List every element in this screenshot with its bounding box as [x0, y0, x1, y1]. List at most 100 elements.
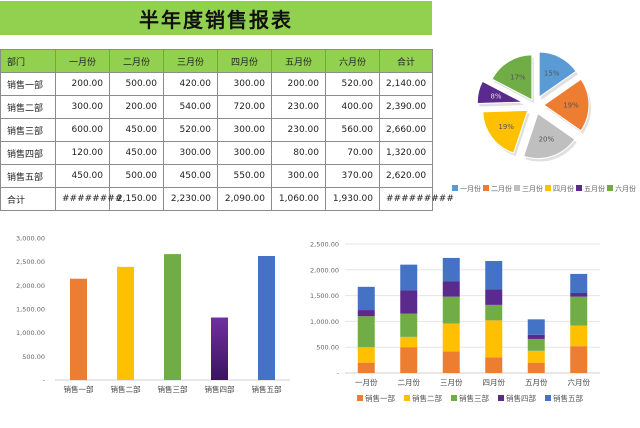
value-cell: 420.00 — [163, 72, 218, 96]
x-tick-label: 三月份 — [440, 377, 463, 387]
value-cell: 230.00 — [271, 118, 326, 142]
value-cell: 370.00 — [325, 164, 380, 188]
report-title: 半年度销售报表 — [0, 1, 432, 35]
value-cell: 200.00 — [271, 72, 326, 96]
row-label-cell: 销售一部 — [0, 72, 56, 96]
header-cell: 部门 — [0, 49, 56, 73]
bar — [117, 266, 134, 380]
legend-label: 四月份 — [553, 184, 574, 193]
bar — [211, 317, 228, 380]
legend-label: 二月份 — [491, 184, 512, 193]
header-cell: 二月份 — [109, 49, 164, 73]
header-cell: 一月份 — [55, 49, 110, 73]
x-tick-label: 四月份 — [483, 377, 506, 387]
y-tick-label: 1,000.00 — [310, 318, 339, 326]
value-cell: 70.00 — [325, 141, 380, 165]
value-cell: 2,140.00 — [379, 72, 433, 96]
value-cell: 1,060.00 — [271, 187, 326, 211]
y-tick-label: 1,500.00 — [310, 292, 339, 300]
table-row: 销售三部 600.00 450.00 520.00 300.00 230.00 560.00… — [0, 118, 433, 142]
legend-swatch — [607, 185, 613, 191]
x-tick-label: 二月份 — [398, 377, 421, 387]
pie-data-label: 8% — [490, 93, 501, 101]
stacked-bar-segment — [442, 351, 460, 373]
y-tick-label: 2,000.00 — [310, 266, 339, 274]
stacked-bar-segment — [527, 362, 545, 373]
table-header-row: 部门 一月份 二月份 三月份 四月份 五月份 六月份 合计 — [0, 49, 433, 73]
value-cell: 300.00 — [55, 95, 110, 119]
stacked-bar-segment — [442, 257, 460, 282]
y-tick-label: 2,500.00 — [310, 241, 339, 249]
stacked-bar-segment — [400, 290, 418, 314]
value-cell: 2,660.00 — [379, 118, 433, 142]
x-tick-label: 销售五部 — [252, 384, 282, 394]
legend-label: 销售三部 — [459, 393, 489, 403]
x-tick-label: 五月份 — [525, 377, 548, 387]
sales-table: 部门 一月份 二月份 三月份 四月份 五月份 六月份 合计 销售一部 200.00… — [0, 49, 454, 211]
x-tick-label: 销售四部 — [205, 384, 235, 394]
legend-swatch — [483, 185, 489, 191]
y-tick-label: 500.00 — [22, 353, 45, 361]
legend-swatch — [545, 395, 551, 401]
table-total-row: 合计 ######## 2,150.00 2,230.00 2,090.00 1,060.… — [0, 187, 454, 211]
value-cell: 200.00 — [55, 72, 110, 96]
value-cell: 300.00 — [163, 141, 218, 165]
y-tick-label: 2,500.00 — [16, 258, 45, 266]
x-tick-label: 销售三部 — [158, 384, 188, 394]
pie-slice — [491, 54, 533, 101]
stacked-bar-segment — [485, 261, 503, 290]
value-cell: 520.00 — [163, 118, 218, 142]
table-row: 销售一部 200.00 500.00 420.00 300.00 200.00 520.00… — [0, 72, 433, 96]
monthly-stacked-bar-chart: - 500.00 1,000.00 1,500.00 2,000.00 2,500.00 一… — [310, 241, 600, 403]
stacked-bar-segment — [485, 304, 503, 321]
stacked-bar-segment — [527, 334, 545, 339]
stacked-bar-segment — [400, 347, 418, 373]
stacked-bar-segment — [357, 286, 375, 311]
value-cell: 600.00 — [55, 118, 110, 142]
legend-label: 销售二部 — [412, 393, 442, 403]
value-cell: 1,320.00 — [379, 141, 433, 165]
table-row: 销售二部 300.00 200.00 540.00 720.00 230.00 400.00… — [0, 95, 433, 119]
legend-swatch — [452, 185, 458, 191]
stacked-bar-segment — [485, 289, 503, 305]
pie-data-label: 19% — [498, 123, 514, 131]
value-cell: 2,150.00 — [109, 187, 164, 211]
pie-data-label: 15% — [544, 70, 560, 78]
stacked-bar-segment — [357, 347, 375, 363]
pie-slice — [538, 51, 577, 98]
x-tick-label: 销售一部 — [64, 384, 94, 394]
legend-swatch — [576, 185, 582, 191]
row-label-cell: 合计 — [0, 187, 56, 211]
value-cell: ######## — [55, 187, 122, 211]
value-cell: 80.00 — [271, 141, 326, 165]
pie-chart: 15% 19% 20% 19% 8% 17% 一月份 二月份 三月份 四月份 五月份 六月份 — [452, 51, 636, 193]
value-cell: ######### — [379, 187, 454, 211]
value-cell: 300.00 — [217, 141, 272, 165]
value-cell: 200.00 — [109, 95, 164, 119]
stacked-bar-segment — [400, 336, 418, 348]
value-cell: 450.00 — [55, 164, 110, 188]
stacked-bar-segment — [570, 325, 588, 347]
stacked-bar-segment — [570, 346, 588, 373]
legend-swatch — [357, 395, 363, 401]
pie-data-label: 20% — [539, 136, 555, 144]
stacked-bar-segment — [570, 273, 588, 294]
row-label-cell: 销售四部 — [0, 141, 56, 165]
x-tick-label: 销售二部 — [111, 384, 141, 394]
header-cell: 三月份 — [163, 49, 218, 73]
value-cell: 560.00 — [325, 118, 380, 142]
value-cell: 550.00 — [217, 164, 272, 188]
header-cell: 五月份 — [271, 49, 326, 73]
bar — [164, 254, 181, 380]
value-cell: 2,090.00 — [217, 187, 272, 211]
legend-swatch — [404, 395, 410, 401]
stacked-bar-segment — [442, 281, 460, 297]
stacked-bar-segment — [527, 319, 545, 335]
header-cell: 四月份 — [217, 49, 272, 73]
x-tick-label: 六月份 — [568, 377, 591, 387]
legend-label: 六月份 — [615, 184, 636, 193]
pie-slice — [482, 109, 529, 154]
stacked-bar-segment — [485, 357, 503, 373]
stacked-bar-segment — [442, 323, 460, 352]
value-cell: 300.00 — [217, 118, 272, 142]
